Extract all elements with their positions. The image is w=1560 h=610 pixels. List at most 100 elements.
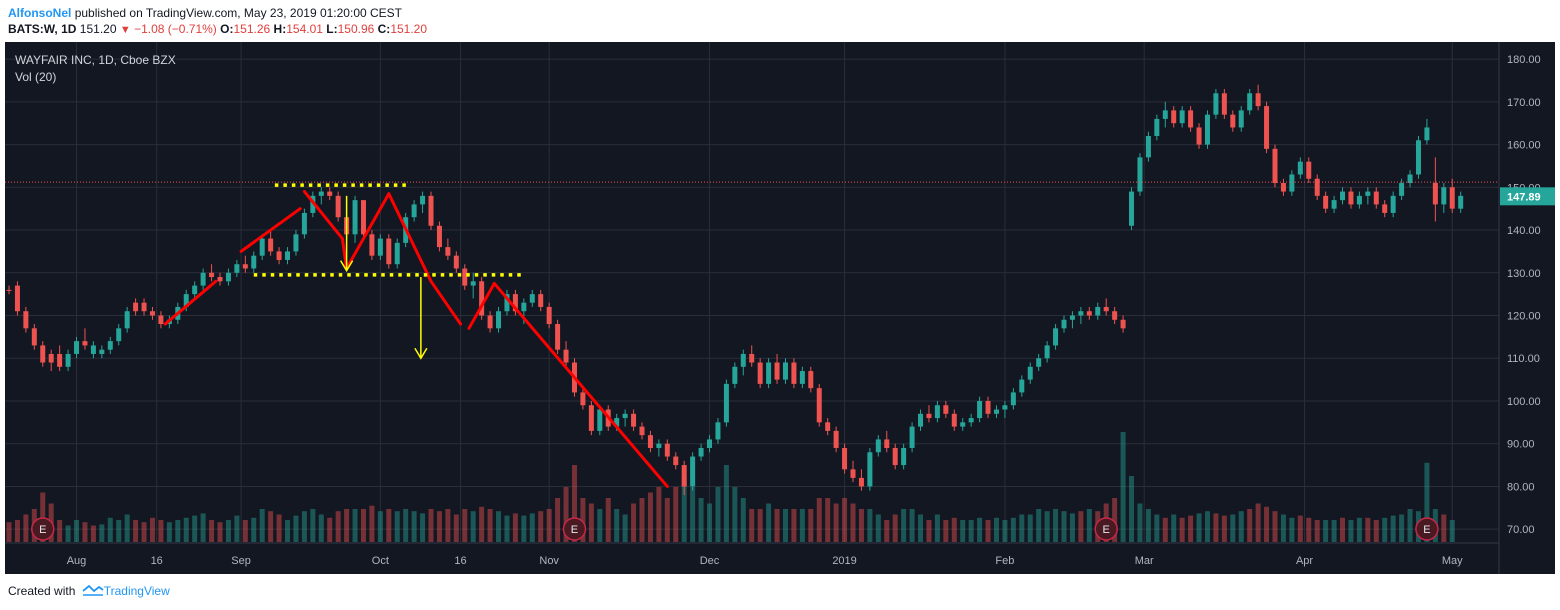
- earnings-marker-icon: [562, 517, 587, 541]
- candle-body: [1204, 114, 1210, 145]
- volume-bar: [614, 509, 620, 542]
- price-label-box: [1500, 187, 1555, 206]
- y-tick-label: 90.00: [1507, 439, 1535, 451]
- candle-body: [875, 439, 881, 453]
- candle-body: [1221, 93, 1227, 115]
- volume-bar: [1137, 503, 1143, 542]
- volume-bar: [377, 511, 383, 542]
- candle-body: [816, 388, 822, 423]
- volume-bar: [892, 514, 898, 542]
- price-chart[interactable]: E E E E Aug 16 Sep Oct 16 Nov Dec 2019 Feb Mar Apr May…: [5, 42, 1555, 574]
- volume-bar: [1373, 520, 1379, 542]
- candle-body: [411, 204, 417, 218]
- volume-bar: [622, 514, 628, 542]
- candle-body: [639, 426, 645, 436]
- price-axis[interactable]: [1499, 42, 1555, 574]
- grid: [5, 42, 1499, 542]
- volume-bar: [133, 520, 139, 542]
- x-tick-label: Apr: [1296, 555, 1313, 567]
- candle-body: [1129, 191, 1135, 226]
- candle-body: [1171, 110, 1177, 124]
- published-text: published on TradingView.com, May 23, 20…: [74, 6, 403, 20]
- volume-bar: [1424, 462, 1430, 542]
- target-arrowhead: [414, 347, 428, 360]
- candle-body: [496, 311, 502, 329]
- y-tick-label: 80.00: [1507, 481, 1535, 493]
- candle-body: [318, 191, 324, 196]
- volume-bar: [977, 517, 983, 542]
- volume-bar: [1213, 513, 1219, 542]
- candle-body: [960, 422, 966, 427]
- candle-body: [470, 281, 476, 286]
- volume-bar: [183, 517, 189, 542]
- candle-body: [74, 341, 80, 354]
- volume-bar: [690, 487, 696, 542]
- volume-histogram: [6, 432, 1455, 542]
- candle-body: [369, 234, 375, 256]
- volume-bar: [605, 498, 611, 542]
- volume-bar: [1272, 511, 1278, 542]
- x-tick-label: Dec: [700, 555, 720, 567]
- candle-body: [1323, 195, 1329, 209]
- volume-bar: [1230, 514, 1236, 542]
- author-link[interactable]: AlfonsoNel: [8, 6, 72, 20]
- candlestick-series: [6, 84, 1464, 495]
- candle-body: [158, 315, 164, 325]
- volume-bar: [225, 520, 231, 542]
- volume-bar: [99, 524, 105, 542]
- candle-body: [555, 324, 561, 350]
- y-tick-label: 100.00: [1507, 396, 1541, 408]
- candle-body: [799, 371, 805, 384]
- y-tick-label: 180.00: [1507, 54, 1541, 66]
- volume-bar: [116, 520, 122, 542]
- candle-body: [723, 383, 729, 423]
- volume-bar: [276, 514, 282, 542]
- volume-bar: [918, 514, 924, 542]
- candle-body: [808, 371, 814, 389]
- candle-body: [664, 443, 670, 457]
- candle-body: [65, 353, 71, 367]
- candle-body: [327, 191, 333, 196]
- candle-body: [445, 247, 451, 256]
- volume-bar: [985, 520, 991, 542]
- volume-bar: [656, 487, 662, 542]
- symbol-title[interactable]: WAYFAIR INC, 1D, Cboe BZX: [15, 53, 176, 67]
- volume-bar: [909, 509, 915, 542]
- candle-body: [251, 255, 257, 269]
- chart-panel[interactable]: E E E E Aug 16 Sep Oct 16 Nov Dec 2019 Feb Mar Apr May…: [5, 42, 1555, 574]
- volume-bar: [1010, 517, 1016, 542]
- earnings-marker-label: E: [1423, 524, 1430, 536]
- candle-body: [597, 409, 603, 431]
- x-tick-label: Feb: [995, 555, 1014, 567]
- candle-body: [766, 362, 772, 384]
- volume-indicator-label[interactable]: Vol (20): [15, 70, 57, 84]
- candle-body: [1458, 195, 1464, 209]
- earnings-marker-label: E: [1103, 524, 1110, 536]
- candle-body: [1120, 319, 1126, 329]
- volume-bar: [1356, 517, 1362, 542]
- candle-body: [462, 268, 468, 286]
- volume-bar: [1145, 509, 1151, 542]
- candle-body: [1264, 106, 1270, 149]
- candle-body: [386, 238, 392, 265]
- tradingview-brand[interactable]: TradingView: [103, 584, 170, 598]
- candle-body: [1247, 93, 1253, 111]
- symbol-label[interactable]: BATS:W, 1D: [8, 22, 77, 36]
- candle-body: [1272, 148, 1278, 184]
- candle-body: [1095, 306, 1101, 316]
- candle-body: [943, 405, 949, 414]
- volume-bar: [588, 503, 594, 542]
- volume-bar: [732, 487, 738, 542]
- volume-bar: [1238, 511, 1244, 542]
- volume-bar: [521, 515, 527, 542]
- candle-body: [985, 400, 991, 414]
- candle-body: [977, 400, 983, 419]
- volume-bar: [757, 509, 763, 542]
- volume-bar: [166, 522, 172, 542]
- volume-bar: [107, 517, 113, 542]
- trend-line-annotation: [467, 281, 496, 330]
- target-arrowhead: [339, 260, 354, 273]
- quote-line: BATS:W, 1D 151.20 ▼ −1.08 (−0.71%) O:151…: [8, 21, 427, 38]
- drawing-annotations[interactable]: [163, 183, 669, 488]
- candle-body: [825, 422, 831, 431]
